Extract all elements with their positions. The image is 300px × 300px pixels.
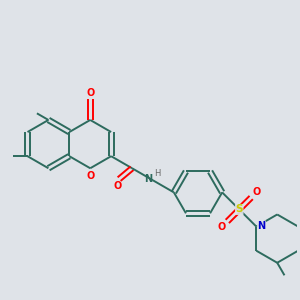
Text: S: S [236, 205, 243, 214]
Text: O: O [87, 171, 95, 181]
Text: O: O [114, 181, 122, 190]
Text: O: O [252, 187, 261, 196]
Text: H: H [154, 169, 160, 178]
Text: N: N [257, 221, 266, 231]
Text: O: O [218, 222, 226, 232]
Text: O: O [86, 88, 94, 98]
Text: N: N [144, 174, 152, 184]
